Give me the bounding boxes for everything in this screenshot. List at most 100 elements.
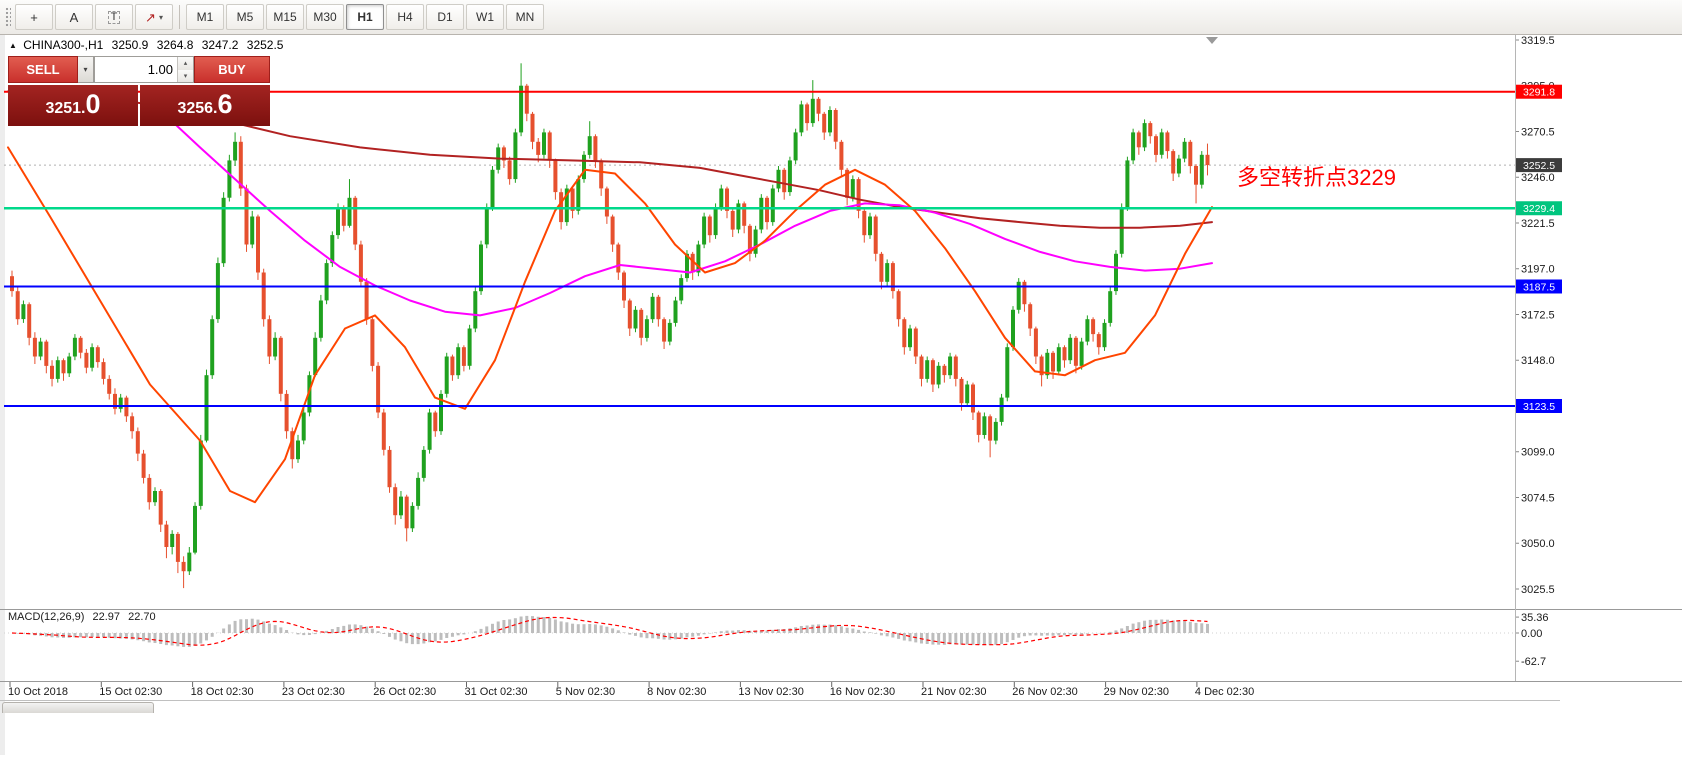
- volume-down-button[interactable]: ▾: [178, 69, 193, 82]
- candle-body: [296, 440, 300, 460]
- timeframe-button-h4[interactable]: H4: [386, 4, 424, 30]
- candle-body: [850, 179, 855, 198]
- candle-body: [141, 453, 146, 478]
- candle-body: [1108, 291, 1113, 323]
- candle-body: [999, 397, 1004, 422]
- candle-body: [135, 431, 140, 454]
- candle-body: [1199, 154, 1204, 185]
- time-axis-label: 31 Oct 02:30: [465, 686, 528, 698]
- arrow-objects-tool-button[interactable]: ↗ ▾: [135, 4, 173, 30]
- candle-body: [158, 491, 163, 525]
- candle-body: [965, 384, 970, 404]
- timeframe-button-m15[interactable]: M15: [266, 4, 304, 30]
- volume-input[interactable]: [95, 57, 177, 82]
- candle-body: [381, 412, 386, 450]
- candle-body: [839, 141, 844, 170]
- candle-body: [576, 179, 581, 211]
- symbol-timeframe-label: CHINA300-,H1: [23, 38, 104, 52]
- chart-left-edge: [0, 34, 5, 755]
- ohlc-low: 3247.2: [201, 38, 239, 52]
- chart-tab-strip[interactable]: [2, 702, 154, 713]
- candle-body: [536, 141, 541, 155]
- candle-body: [799, 104, 804, 133]
- candle-body: [879, 253, 884, 282]
- text-box-tool-button[interactable]: T: [95, 4, 133, 30]
- candle-body: [399, 496, 403, 516]
- candle-body: [679, 278, 684, 301]
- candle-body: [61, 360, 66, 374]
- candle-body: [273, 337, 278, 357]
- candle-body: [656, 296, 661, 320]
- buy-button[interactable]: BUY: [194, 56, 270, 83]
- candle-body: [490, 169, 495, 208]
- candle-body: [976, 412, 981, 435]
- time-axis-label: 13 Nov 02:30: [738, 686, 803, 698]
- candle-body: [439, 393, 443, 432]
- candle-body: [324, 263, 329, 301]
- timeframe-button-mn[interactable]: MN: [506, 4, 544, 30]
- candle-body: [702, 216, 707, 245]
- candle-body: [238, 141, 243, 189]
- candle-body: [421, 449, 426, 478]
- candle-body: [919, 356, 924, 379]
- timeframe-button-m5[interactable]: M5: [226, 4, 264, 30]
- candle-body: [353, 197, 358, 245]
- timeframe-button-d1[interactable]: D1: [426, 4, 464, 30]
- candle-body: [627, 300, 632, 329]
- candle-body: [1091, 319, 1096, 335]
- candle-body: [170, 533, 175, 547]
- timeframe-button-m30[interactable]: M30: [306, 4, 344, 30]
- candle-body: [164, 524, 169, 547]
- timeframe-button-m1[interactable]: M1: [186, 4, 224, 30]
- candle-body: [816, 98, 821, 114]
- arrow-objects-icon: ↗: [145, 9, 156, 25]
- chevron-down-icon: ▾: [83, 65, 88, 74]
- candle-body: [988, 416, 993, 441]
- text-label-tool-button[interactable]: A: [55, 4, 93, 30]
- timeframe-button-h1[interactable]: H1: [346, 4, 384, 30]
- sell-button[interactable]: SELL: [8, 56, 78, 83]
- candle-body: [479, 244, 483, 292]
- candle-body: [776, 169, 781, 189]
- candle-body: [1102, 322, 1107, 348]
- ma-slow-line: [7, 90, 1213, 229]
- candle-body: [667, 322, 672, 342]
- candle-body: [1073, 337, 1078, 366]
- sell-dropdown-button[interactable]: ▾: [78, 56, 94, 83]
- volume-up-button[interactable]: ▴: [178, 57, 193, 70]
- timeframe-button-w1[interactable]: W1: [466, 4, 504, 30]
- crosshair-tool-button[interactable]: +: [15, 4, 53, 30]
- candle-body: [1159, 132, 1164, 155]
- chart-text-annotation[interactable]: 多空转折点3229: [1237, 165, 1396, 190]
- candle-body: [467, 328, 472, 366]
- candle-body: [753, 229, 758, 254]
- price-axis-label: 3319.5: [1521, 35, 1555, 47]
- candle-body: [1154, 136, 1158, 155]
- candle-body: [72, 337, 77, 357]
- candle-body: [662, 319, 667, 342]
- candle-body: [765, 197, 769, 223]
- candle-body: [1171, 151, 1176, 174]
- candle-body: [444, 356, 449, 394]
- candle-body: [15, 291, 20, 320]
- candle-body: [908, 328, 912, 348]
- candle-body: [1045, 352, 1050, 376]
- candle-body: [993, 421, 998, 441]
- toolbar-grip[interactable]: [5, 7, 11, 27]
- toolbar: + A T ↗ ▾ M1 M5 M15 M30 H1 H4 D1 W1 MN: [0, 0, 1682, 35]
- candle-body: [55, 360, 60, 379]
- candle-body: [1051, 352, 1055, 372]
- candle-body: [713, 207, 718, 236]
- candle-body: [690, 253, 695, 273]
- candle-body: [210, 319, 215, 376]
- candle-body: [942, 365, 947, 376]
- candle-body: [959, 378, 964, 404]
- candle-body: [393, 487, 398, 516]
- candle-body: [284, 393, 289, 432]
- candle-body: [1068, 337, 1073, 361]
- candle-body: [50, 365, 54, 379]
- time-axis-label: 5 Nov 02:30: [556, 686, 615, 698]
- candle-body: [770, 188, 775, 223]
